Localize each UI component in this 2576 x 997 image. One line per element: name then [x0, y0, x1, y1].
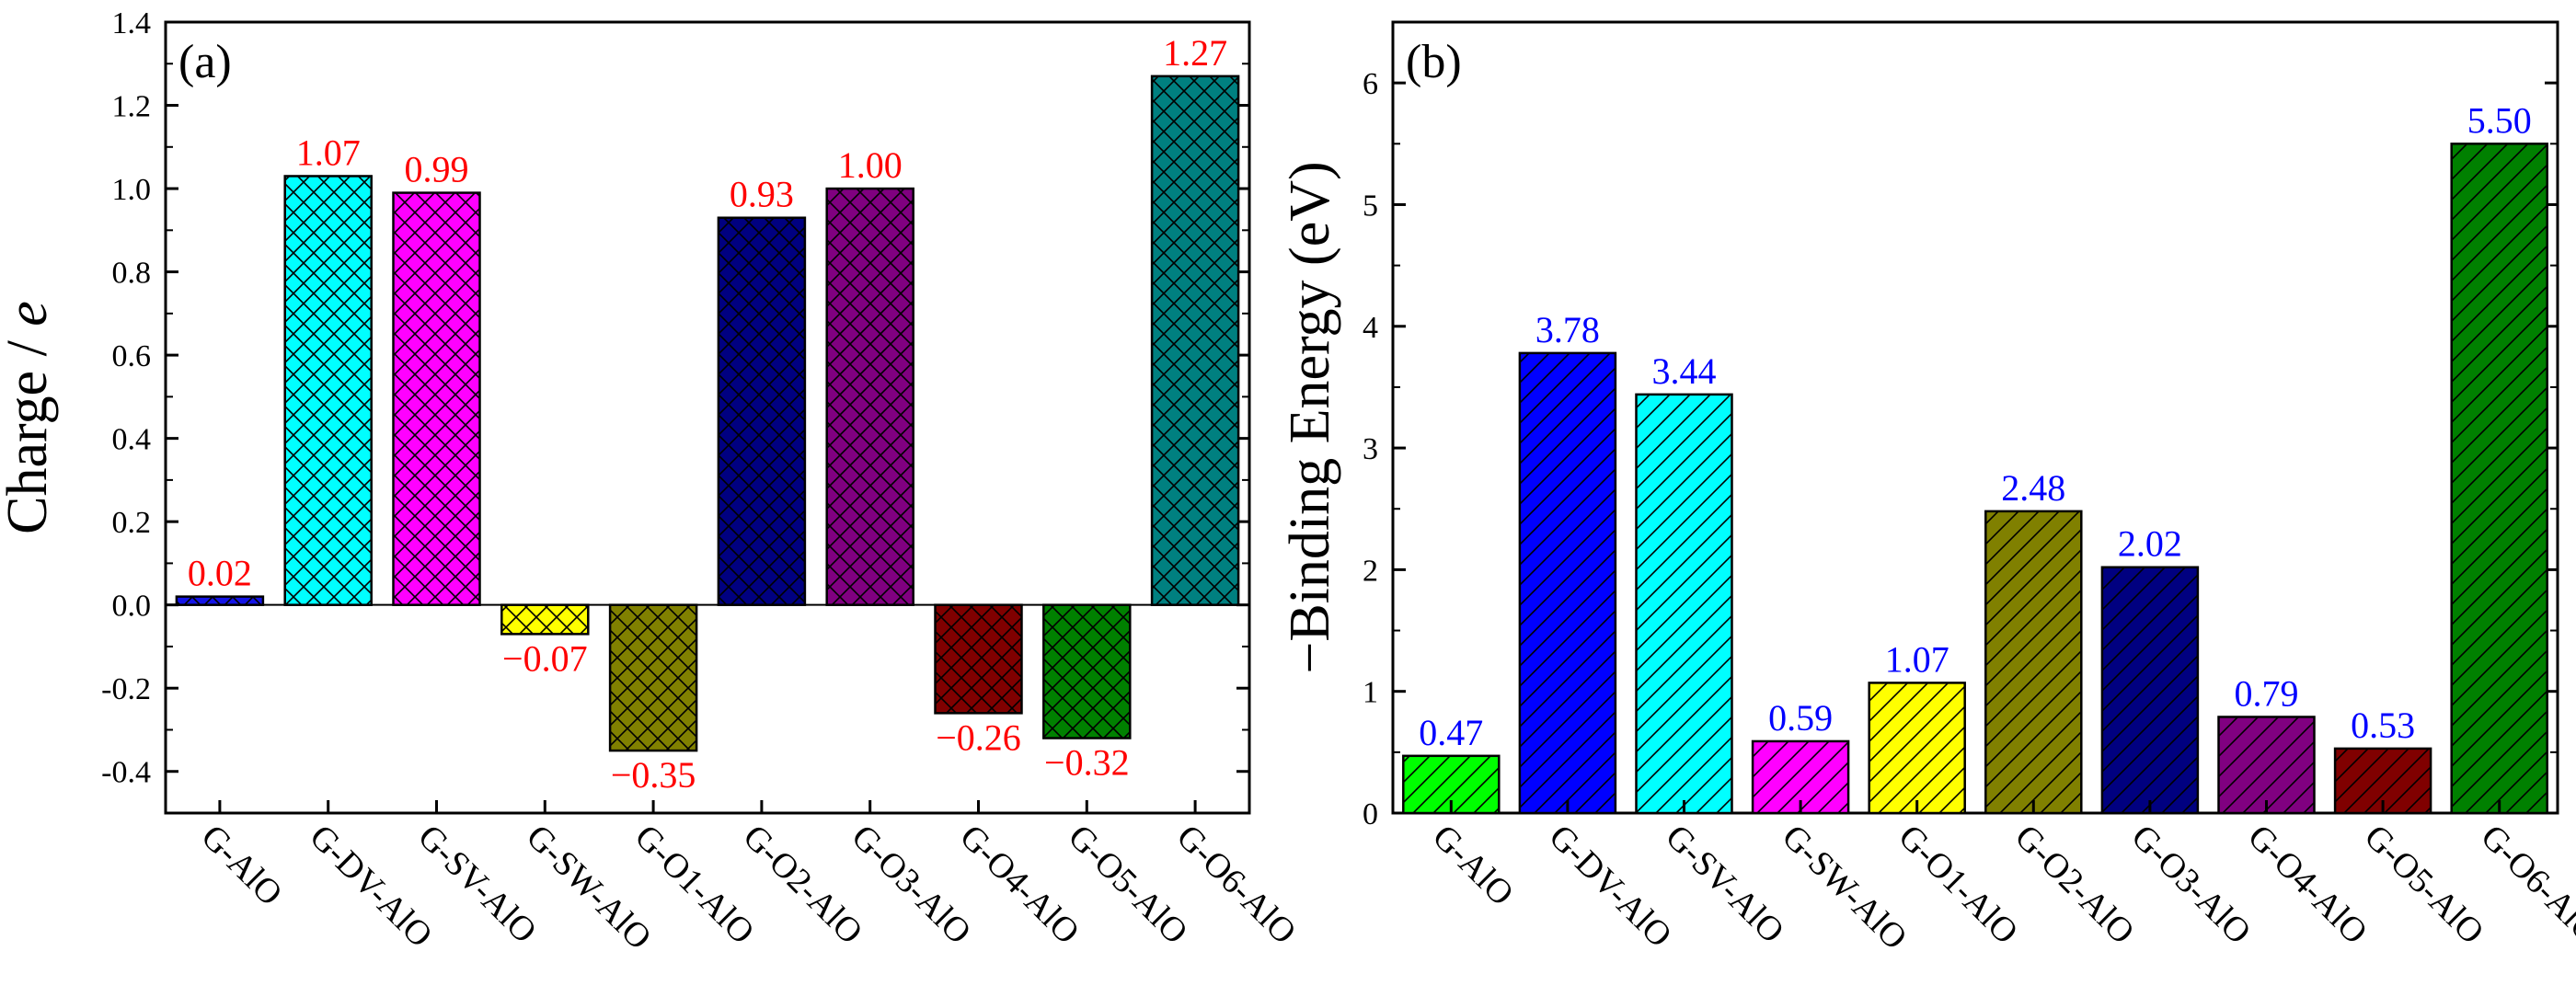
panel-label: (a) — [178, 36, 232, 88]
y-tick-label: 1.4 — [112, 6, 152, 40]
bar — [2450, 143, 2548, 815]
bar — [2217, 716, 2316, 815]
x-category-label: G-O3-AlO — [2124, 818, 2259, 952]
data-label: 1.07 — [1885, 638, 1949, 680]
bar — [283, 175, 373, 606]
y-tick-label: 0.0 — [112, 590, 152, 624]
panel-a-charge-chart: -0.4 -0.2 0.0 0.2 0.4 0.6 0.8 1.0 1.2 1.4 0.02 G-Al… — [0, 6, 1304, 957]
y-tick-label: 6 — [1363, 67, 1378, 101]
y-tick-label: 0.6 — [112, 339, 152, 373]
y-tick-label: 0.8 — [112, 257, 152, 291]
y-tick-label: 3 — [1363, 432, 1378, 466]
data-label: 0.53 — [2351, 705, 2415, 746]
bar — [825, 187, 914, 606]
data-label: 5.50 — [2467, 99, 2532, 141]
bar — [717, 216, 807, 606]
data-label: 3.78 — [1535, 309, 1600, 350]
x-category-label: G-O2-AlO — [2007, 818, 2142, 952]
y-tick-label: 1 — [1363, 676, 1378, 710]
y-axis-label: −Binding Energy (eV) — [1279, 161, 1341, 673]
bar — [608, 603, 698, 752]
data-label: −0.07 — [502, 637, 588, 679]
bar — [1868, 682, 1966, 815]
data-label: 2.48 — [2001, 467, 2065, 509]
x-category-label: G-AlO — [194, 818, 290, 913]
y-tick-label: 1.0 — [112, 173, 152, 207]
data-label: 1.27 — [1163, 32, 1227, 74]
bar — [934, 603, 1023, 715]
y-tick-label: 5 — [1363, 189, 1378, 223]
panel-label: (b) — [1406, 36, 1462, 88]
y-tick-label: 0.2 — [112, 506, 152, 540]
data-label: 0.02 — [188, 553, 252, 594]
data-label: −0.35 — [611, 754, 696, 796]
bar — [1150, 74, 1240, 606]
bar — [1518, 351, 1617, 815]
bar — [2100, 566, 2200, 815]
data-label: 1.07 — [296, 132, 361, 173]
panel-b-binding-energy-chart: 0 1 2 3 4 5 6 0.47 G-AlO 3.78 G-DV-AlO 3.44 G-SV-AlO… — [1279, 20, 2576, 957]
x-category-label: G-O5-AlO — [2357, 818, 2491, 952]
x-category-label: G-O4-AlO — [2240, 818, 2375, 952]
plot-frame — [164, 20, 1251, 815]
bar — [1635, 393, 1733, 815]
x-category-label: G-O6-AlO — [2473, 818, 2576, 952]
x-category-label: G-AlO — [1425, 818, 1521, 913]
data-label: −0.32 — [1044, 742, 1130, 784]
y-tick-label: -0.4 — [101, 756, 151, 790]
y-tick-label: 1.2 — [112, 90, 152, 124]
data-label: 0.59 — [1768, 697, 1833, 739]
x-category-label: G-SV-AlO — [1658, 818, 1791, 951]
data-label: 1.00 — [838, 144, 903, 186]
y-tick-label: 0.4 — [112, 423, 152, 457]
y-tick-label: 4 — [1363, 311, 1378, 345]
y-tick-label: 2 — [1363, 554, 1378, 588]
y-tick-label: 0 — [1363, 797, 1378, 831]
data-label: 0.79 — [2235, 672, 2299, 714]
bar — [1984, 510, 2083, 815]
y-axis-label-italic: e — [0, 301, 59, 327]
data-label: 2.02 — [2118, 523, 2182, 565]
data-label: 0.93 — [730, 174, 794, 215]
x-category-label: G-DV-AlO — [1542, 818, 1680, 956]
data-label: −0.26 — [936, 716, 1021, 758]
bar — [1042, 603, 1132, 739]
bar — [175, 595, 265, 606]
data-label: 0.47 — [1419, 712, 1483, 753]
x-category-label: G-O6-AlO — [1169, 818, 1304, 952]
bar — [392, 191, 481, 606]
x-category-label: G-SW-AlO — [1775, 818, 1915, 957]
y-axis-label: Charge / e — [0, 301, 59, 534]
bar — [500, 603, 590, 636]
y-tick-label: -0.2 — [101, 672, 151, 706]
data-label: 0.99 — [405, 149, 469, 190]
data-label: 3.44 — [1652, 350, 1717, 392]
plot-frame — [1391, 20, 2559, 815]
